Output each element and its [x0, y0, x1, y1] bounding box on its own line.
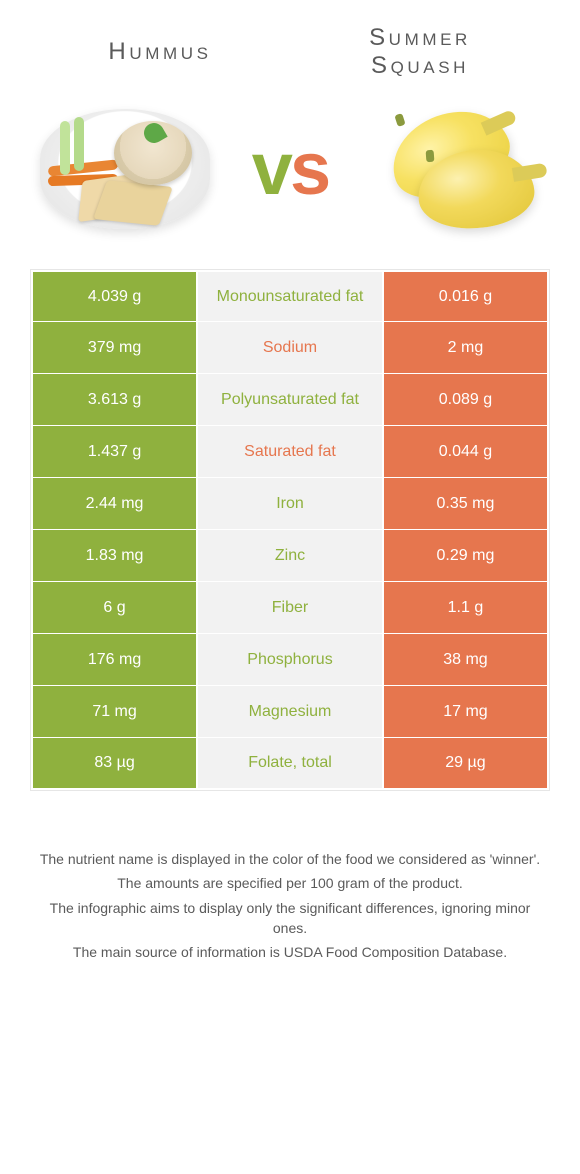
food-image-right [360, 99, 550, 239]
footnotes: The nutrient name is displayed in the co… [0, 791, 580, 994]
infographic-root: Hummus Summer Squash vs 4.039 [0, 0, 580, 995]
value-cell-right: 2 mg [382, 322, 549, 374]
value-cell-right: 0.35 mg [382, 478, 549, 530]
nutrient-name-cell: Polyunsaturated fat [198, 374, 382, 426]
value-cell-left: 4.039 g [31, 270, 198, 322]
table-row: 83 µgFolate, total29 µg [31, 738, 549, 790]
table-row: 379 mgSodium2 mg [31, 322, 549, 374]
nutrient-name-cell: Sodium [198, 322, 382, 374]
footnote-line: The infographic aims to display only the… [34, 898, 546, 939]
squash-illustration [370, 104, 540, 234]
table-row: 71 mgMagnesium17 mg [31, 686, 549, 738]
vs-letter-s: s [290, 132, 328, 206]
value-cell-right: 38 mg [382, 634, 549, 686]
value-cell-left: 1.83 mg [31, 530, 198, 582]
footnote-line: The amounts are specified per 100 gram o… [34, 873, 546, 893]
food-title-right: Summer Squash [290, 24, 550, 79]
nutrient-name-cell: Zinc [198, 530, 382, 582]
table-row: 1.83 mgZinc0.29 mg [31, 530, 549, 582]
food-title-left: Hummus [30, 38, 290, 66]
table-row: 176 mgPhosphorus38 mg [31, 634, 549, 686]
value-cell-right: 0.29 mg [382, 530, 549, 582]
hero-row: vs [0, 99, 580, 269]
value-cell-left: 3.613 g [31, 374, 198, 426]
titles-row: Hummus Summer Squash [0, 0, 580, 99]
nutrient-name-cell: Iron [198, 478, 382, 530]
value-cell-left: 176 mg [31, 634, 198, 686]
value-cell-left: 83 µg [31, 738, 198, 790]
value-cell-right: 0.044 g [382, 426, 549, 478]
table-row: 3.613 gPolyunsaturated fat0.089 g [31, 374, 549, 426]
hummus-illustration [40, 109, 210, 229]
value-cell-right: 0.016 g [382, 270, 549, 322]
footnote-line: The nutrient name is displayed in the co… [34, 849, 546, 869]
value-cell-left: 379 mg [31, 322, 198, 374]
value-cell-left: 2.44 mg [31, 478, 198, 530]
table-row: 4.039 gMonounsaturated fat0.016 g [31, 270, 549, 322]
nutrient-name-cell: Fiber [198, 582, 382, 634]
value-cell-right: 1.1 g [382, 582, 549, 634]
value-cell-left: 1.437 g [31, 426, 198, 478]
table-row: 1.437 gSaturated fat0.044 g [31, 426, 549, 478]
vs-letter-v: v [252, 132, 290, 206]
food-image-left [30, 99, 220, 239]
nutrient-name-cell: Monounsaturated fat [198, 270, 382, 322]
nutrient-name-cell: Folate, total [198, 738, 382, 790]
nutrient-name-cell: Phosphorus [198, 634, 382, 686]
value-cell-left: 6 g [31, 582, 198, 634]
value-cell-right: 17 mg [382, 686, 549, 738]
value-cell-right: 29 µg [382, 738, 549, 790]
table-row: 2.44 mgIron0.35 mg [31, 478, 549, 530]
vs-badge: vs [252, 132, 328, 206]
value-cell-right: 0.089 g [382, 374, 549, 426]
value-cell-left: 71 mg [31, 686, 198, 738]
nutrient-name-cell: Magnesium [198, 686, 382, 738]
table-row: 6 gFiber1.1 g [31, 582, 549, 634]
nutrient-name-cell: Saturated fat [198, 426, 382, 478]
comparison-table: 4.039 gMonounsaturated fat0.016 g379 mgS… [30, 269, 550, 791]
footnote-line: The main source of information is USDA F… [34, 942, 546, 962]
